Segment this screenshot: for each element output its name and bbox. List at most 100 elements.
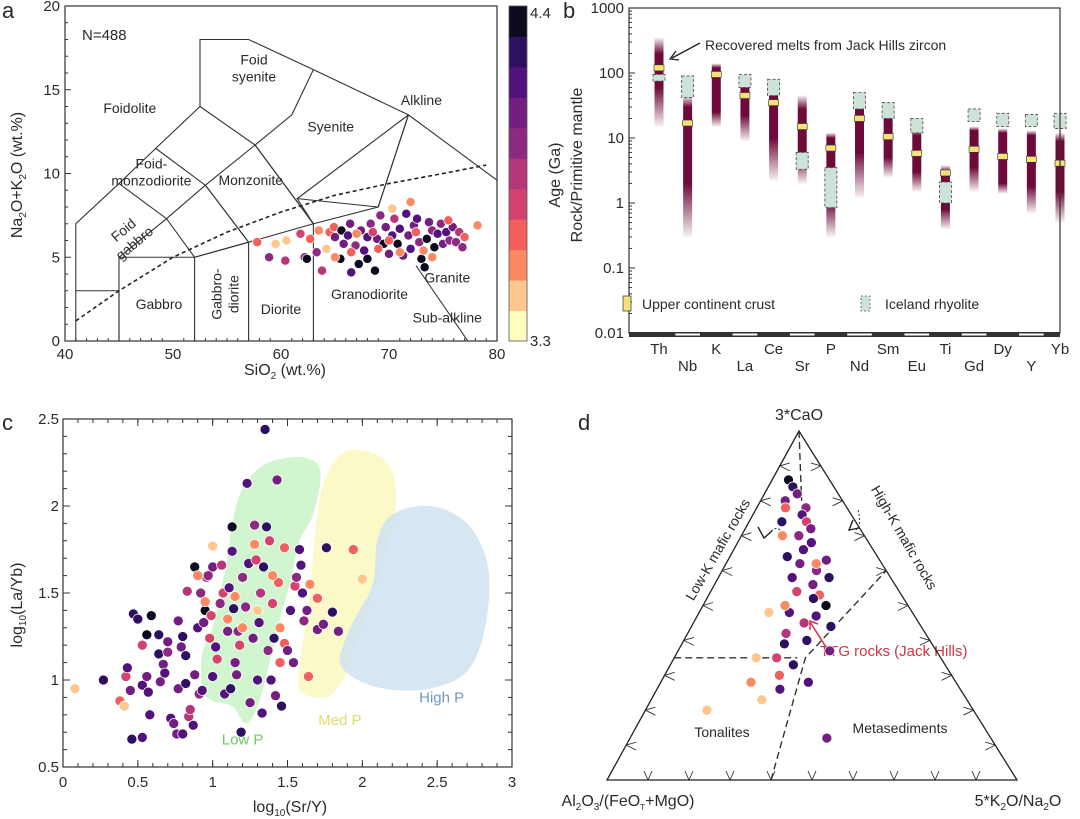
data-point [276,700,287,712]
data-point [250,554,262,566]
data-point [750,652,762,664]
tas-field-label: Sub-alkline [413,310,482,326]
tas-boundary [75,38,497,341]
data-point [211,653,223,665]
panel-a-annotation: N=488 [82,27,127,44]
data-point [223,582,235,594]
x-tick-label: 80 [489,346,506,363]
data-point [774,669,785,681]
data-point [359,245,370,256]
x-category-label: P [826,341,836,358]
melt-range-bar [883,108,893,178]
panel-c-ylabel: log10(La/Yb) [9,563,29,648]
data-point [394,247,405,258]
data-point [806,537,817,549]
data-point [798,617,810,629]
x-axis-band-gap [847,333,872,336]
data-point [204,632,216,644]
ternary-tick-right [832,497,844,507]
colorbar-frame [508,5,528,342]
ternary-tick-right [984,741,997,751]
panel-b-x-axis-band [629,332,1060,337]
ternary-tick-left [644,706,656,716]
ucc-marker [911,150,923,157]
data-point [801,635,813,646]
y-tick-label: 5 [52,249,60,266]
colorbar-max-label: 4.4 [530,5,551,22]
ternary-tick-left [720,567,733,577]
data-point [301,605,313,616]
data-point [177,728,189,740]
data-point [258,561,269,573]
pressure-region-label: Med P [318,712,361,729]
annotation-arrow-line [671,42,701,59]
colorbar-label: Age (Ga) [547,143,564,208]
data-point [126,733,138,745]
data-point [235,726,247,738]
iceland-rhyolite-box [795,151,809,170]
ternary-tick-bottom [930,770,940,782]
tas-field-label: Granodiorite [331,286,408,302]
colorbar-segment [509,36,527,68]
data-point [803,676,814,688]
data-point [356,573,368,585]
x-category-label: La [737,358,754,375]
ternary-field-line-top [798,430,803,501]
low-k-mafic-label: Low-K mafic rocks [682,496,753,603]
data-point [136,679,148,691]
data-point [781,551,793,562]
tas-boundary [254,144,314,225]
x-tick-label: 0.5 [127,774,148,791]
tas-field-label: Monzonite [218,172,283,188]
data-point [222,625,233,637]
data-point [301,253,312,264]
low-k-arrow-head [757,526,773,540]
data-point [264,535,275,547]
data-point [229,591,241,602]
data-point [416,253,427,264]
x-tick-label: 50 [165,346,182,363]
data-point [384,248,394,259]
data-point [429,242,440,253]
data-point [756,694,768,706]
colorbar-segment [509,158,527,190]
tas-boundary [118,69,314,258]
tas-boundary [118,183,196,258]
panel-a-field-labels: Foidolite Foid syenite Syenite Alkline Foid-m… [103,52,482,326]
data-point [780,628,792,639]
panel-d-label: d [578,410,590,435]
ternary-tick-left [778,462,791,472]
iceland-rhyolite-box [652,73,666,82]
data-point [776,516,788,528]
data-point [153,648,165,660]
colorbar-segment [509,310,527,342]
data-point [264,252,275,263]
data-point [122,662,133,674]
x-category-label: Nd [850,358,869,375]
data-point [788,659,799,671]
data-point [162,636,174,648]
colorbar-min-label: 3.3 [530,333,551,350]
data-point [362,253,373,264]
data-point [457,242,468,253]
iceland-rhyolite-box [681,75,695,98]
y-tick-label: 0.5 [38,759,59,776]
panel-b-annotation: Recovered melts from Jack Hills zircon [705,37,946,53]
y-tick-label: 2 [51,498,59,515]
data-point [333,625,344,637]
x-tick-label: 70 [381,346,398,363]
data-point [763,607,775,618]
x-tick-label: 1 [208,774,216,791]
data-point [346,247,357,258]
data-point [295,559,307,571]
data-point [384,235,394,246]
data-point [808,593,819,604]
data-point [777,530,788,542]
x-tick-label: 60 [273,346,290,363]
data-point [214,598,226,609]
melt-range-bar [683,95,693,237]
data-point [825,621,837,632]
annotation-arrow-head [668,50,680,61]
data-point [336,225,347,236]
data-point [821,732,833,744]
